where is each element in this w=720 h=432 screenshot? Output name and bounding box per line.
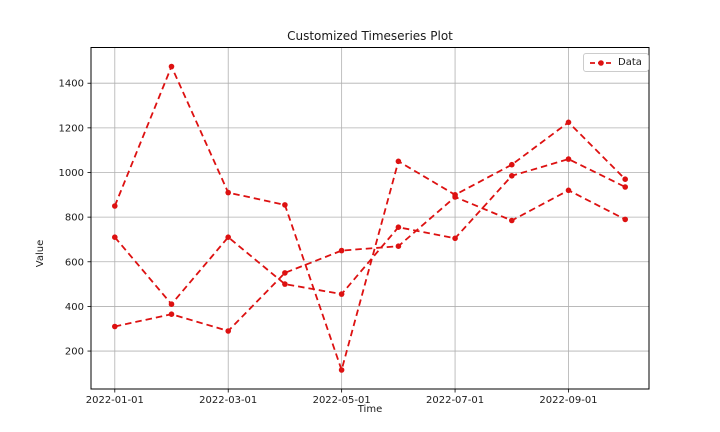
data-point-marker (622, 176, 628, 182)
legend-label: Data (618, 56, 642, 68)
x-tick-label: 2022-01-01 (86, 395, 144, 406)
data-point-marker (452, 194, 458, 200)
y-axis-label: Value (35, 239, 47, 268)
chart-title: Customized Timeseries Plot (287, 29, 453, 43)
data-point-marker (282, 281, 288, 287)
data-point-marker (112, 234, 118, 240)
y-tick-label: 200 (65, 347, 84, 358)
data-point-marker (168, 301, 175, 308)
data-point-marker (622, 216, 628, 223)
data-point-marker (565, 119, 572, 126)
y-tick-label: 400 (65, 302, 84, 313)
axes-frame (90, 47, 650, 390)
data-point-marker (225, 189, 231, 196)
data-point-marker (509, 217, 515, 224)
data-point-marker (282, 270, 288, 276)
y-tick-label: 1000 (59, 168, 84, 179)
x-tick-label: 2022-05-01 (313, 395, 371, 406)
data-series-line (114, 158, 626, 306)
data-point-marker (395, 224, 402, 230)
data-point-marker (112, 323, 118, 330)
data-point-marker (622, 184, 628, 190)
y-tick-label: 1400 (59, 79, 84, 90)
data-series-line (113, 65, 626, 371)
legend-marker (598, 59, 604, 66)
y-tick-label: 1200 (59, 123, 84, 134)
data-point-marker (168, 63, 175, 70)
data-point-marker (338, 291, 345, 297)
data-point-marker (452, 235, 458, 242)
data-point-marker (395, 158, 402, 165)
data-point-marker (168, 311, 175, 318)
legend-line-sample (590, 59, 612, 66)
data-point-marker (395, 243, 402, 249)
data-point-marker (565, 156, 572, 162)
y-tick-label: 800 (65, 213, 84, 224)
data-point-marker (509, 173, 515, 179)
x-tick-label: 2022-09-01 (539, 395, 597, 406)
data-point-marker (225, 328, 231, 334)
legend-box: Data (583, 53, 649, 72)
data-point-marker (112, 203, 118, 209)
y-tick-label: 600 (65, 257, 84, 268)
data-point-marker (225, 234, 231, 240)
data-series-line (114, 189, 626, 332)
x-tick-label: 2022-07-01 (426, 395, 484, 406)
data-point-marker (282, 202, 288, 208)
data-point-marker (338, 247, 345, 254)
x-tick-label: 2022-03-01 (199, 395, 257, 406)
data-point-marker (565, 187, 572, 194)
data-point-marker (338, 367, 345, 373)
x-axis-label: Time (357, 404, 383, 415)
data-point-marker (509, 161, 515, 168)
